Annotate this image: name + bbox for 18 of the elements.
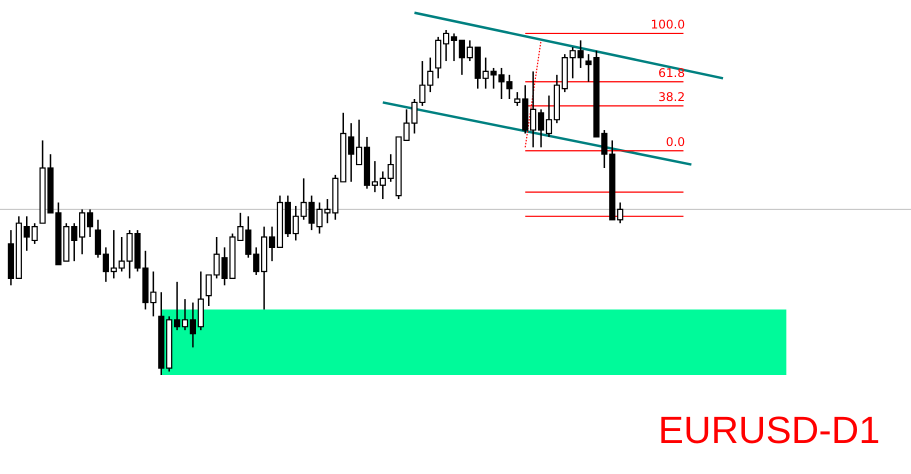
candlestick bbox=[450, 32, 458, 62]
candlestick bbox=[411, 98, 418, 134]
annotation: 61.8 bbox=[658, 66, 685, 80]
candlestick bbox=[150, 270, 156, 318]
candlestick bbox=[506, 74, 512, 100]
candlestick bbox=[316, 202, 323, 234]
annotation: 100.0 bbox=[650, 17, 685, 32]
candlestick bbox=[546, 94, 552, 138]
candlestick bbox=[538, 108, 544, 148]
candlestick bbox=[182, 298, 188, 331]
candlestick bbox=[498, 67, 505, 100]
candlestick bbox=[86, 208, 94, 238]
candlestick bbox=[585, 53, 592, 82]
annotation: 0.0 bbox=[666, 134, 685, 149]
candlestick bbox=[268, 226, 276, 262]
text: EURUSD-D1 bbox=[658, 410, 880, 452]
candlestick bbox=[403, 108, 410, 142]
annotation: 38.2 bbox=[658, 90, 685, 104]
